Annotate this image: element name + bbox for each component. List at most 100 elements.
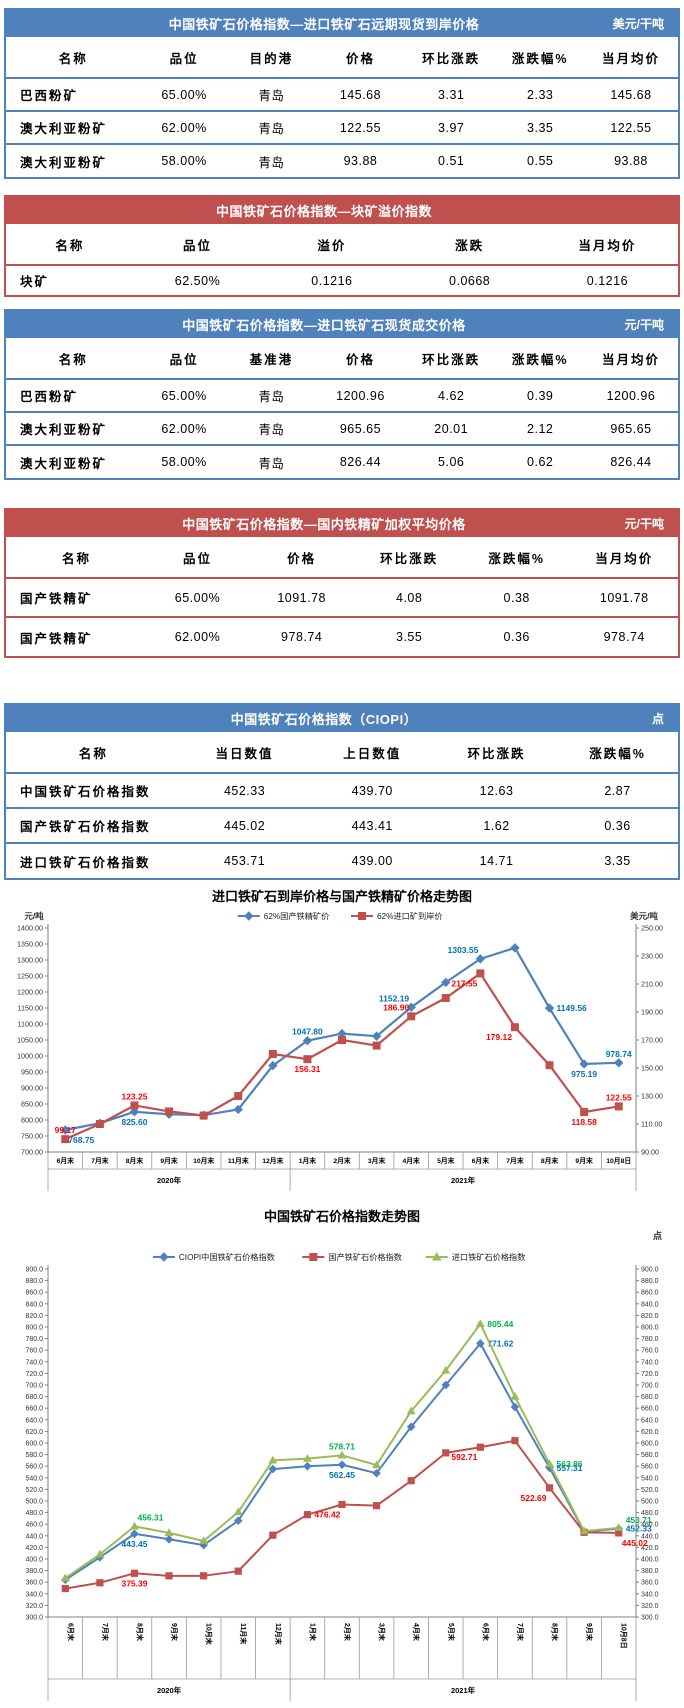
triangle-marker-icon: [406, 1406, 416, 1415]
diamond-marker-icon: [406, 1002, 416, 1013]
column-header: 价格: [247, 537, 356, 579]
left-axis-tick-label: 500.0: [25, 1499, 43, 1506]
square-marker-icon: [61, 1584, 69, 1593]
square-marker-icon: [510, 1023, 519, 1032]
left-axis-tick-label: 840.0: [25, 1301, 43, 1308]
square-marker-icon: [407, 1477, 415, 1485]
left-axis-tick-label: 950.00: [21, 1068, 43, 1077]
square-marker-icon: [358, 912, 366, 920]
left-axis-tick-label: 820.0: [25, 1313, 43, 1320]
right-axis-tick-label: 860.0: [641, 1290, 659, 1297]
table-cell: 62.00%: [140, 110, 228, 144]
left-axis-tick-label: 600.0: [25, 1441, 43, 1448]
chart-title: 进口铁矿石到岸价格与国产铁精矿价格走势图: [212, 889, 472, 904]
table-cell: 青岛: [258, 89, 285, 103]
table-unit-label: 点: [651, 712, 664, 726]
column-header: 当日数值: [180, 732, 309, 774]
square-marker-icon: [511, 1437, 519, 1445]
diamond-marker-icon: [579, 1059, 589, 1069]
table-cell: 978.74: [570, 616, 678, 656]
x-category-label: 10月8日: [620, 1623, 628, 1649]
table-title-bar: 中国铁矿石价格指数—进口铁矿石现货成交价格 元/干吨: [6, 311, 678, 338]
data-point-label: 476.42: [314, 1510, 340, 1520]
data-point-label: 592.71: [451, 1452, 477, 1462]
data-point-label: 375.39: [121, 1578, 147, 1588]
table-cell: 澳大利亚粉矿: [6, 143, 141, 177]
right-axis-tick-label: 600.0: [641, 1441, 659, 1448]
column-header: 名称: [6, 537, 148, 579]
right-axis-tick-label: 460.0: [641, 1522, 659, 1529]
table-row: 巴西粉矿 65.00% 青岛 1200.96 4.62 0.39 1200.96: [6, 379, 678, 412]
data-point-label: 805.44: [487, 1319, 513, 1329]
legend-label: 62%国产铁精矿价: [264, 911, 330, 921]
diamond-marker-icon: [303, 1461, 312, 1471]
table-cell: 0.51: [405, 143, 497, 177]
table-cell: 93.88: [315, 143, 406, 177]
left-axis-tick-label: 540.0: [25, 1475, 43, 1482]
right-axis-tick-label: 760.0: [641, 1348, 659, 1355]
x-category-label: 6月末: [66, 1623, 75, 1642]
left-axis-tick-label: 340.0: [25, 1591, 43, 1598]
table-cell: 439.70: [351, 783, 393, 798]
left-axis-tick-label: 850.00: [21, 1100, 43, 1109]
x-category-label: 8月末: [126, 1156, 144, 1165]
x-category-label: 3月末: [368, 1156, 386, 1165]
diamond-marker-icon: [159, 1252, 169, 1262]
left-axis-tick-label: 580.0: [25, 1452, 43, 1459]
table-cell: 145.68: [339, 87, 382, 102]
diamond-marker-icon: [129, 1107, 140, 1117]
left-axis-tick-label: 700.00: [21, 1148, 43, 1157]
square-marker-icon: [309, 1253, 318, 1261]
left-axis-tick-label: 560.0: [25, 1464, 43, 1471]
legend-label: CIOPI中国铁矿石价格指数: [179, 1252, 275, 1262]
triangle-marker-icon: [545, 1459, 554, 1468]
table-row: 中国铁矿石价格指数 452.33 439.70 12.63 2.87: [6, 773, 678, 808]
diamond-marker-icon: [337, 1460, 347, 1470]
table-cell: 826.44: [315, 444, 406, 478]
x-category-label: 9月末: [575, 1156, 593, 1165]
right-axis-tick-label: 110.00: [641, 1120, 662, 1129]
table-cell: 1200.96: [336, 388, 385, 403]
square-marker-icon: [372, 1502, 381, 1510]
left-axis-tick-label: 680.0: [25, 1394, 43, 1401]
x-category-label: 7月末: [516, 1623, 525, 1642]
right-axis-tick-label: 660.0: [641, 1406, 659, 1413]
table-row: 进口铁矿石价格指数 453.71 439.00 14.71 3.35: [6, 842, 678, 878]
x-category-label: 6月末: [481, 1623, 490, 1642]
data-table: 名称 品位 溢价 涨跌 当月均价 块矿 62.50% 0.1216 0.0668 0.1216: [6, 224, 678, 295]
data-point-label: 118.58: [571, 1117, 597, 1127]
right-axis-tick-label: 620.0: [641, 1429, 659, 1436]
table-title-bar: 中国铁矿石价格指数（CIOPI） 点: [6, 705, 678, 732]
triangle-marker-icon: [337, 1450, 347, 1459]
right-axis-tick-label: 90.00: [641, 1148, 659, 1157]
right-axis-tick-label: 480.0: [641, 1510, 659, 1517]
column-header: 品位: [133, 224, 262, 266]
square-marker-icon: [234, 1567, 242, 1575]
table-unit-label: 元/干吨: [624, 517, 664, 531]
triangle-marker-icon: [95, 1549, 105, 1558]
left-axis-tick-label: 1350.00: [17, 940, 43, 949]
table-row: 澳大利亚粉矿 62.00% 青岛 122.55 3.97 3.35 122.55: [6, 110, 678, 144]
column-header: 溢价: [261, 224, 403, 266]
table-domestic-concentrate-price: 中国铁矿石价格指数—国内铁精矿加权平均价格 元/干吨 名称 品位 价格 环比涨跌 涨跌幅% 当…: [4, 508, 680, 658]
diamond-marker-icon: [233, 1516, 243, 1526]
x-category-label: 11月末: [239, 1623, 248, 1645]
column-header: 涨跌幅%: [557, 732, 678, 774]
data-point-label: 453.71: [626, 1515, 652, 1525]
x-category-label: 11月末: [228, 1156, 249, 1165]
table-cell: 0.38: [503, 590, 530, 605]
left-axis-tick-label: 420.0: [25, 1545, 43, 1552]
square-marker-icon: [303, 1511, 312, 1519]
left-axis-tick-label: 1400.00: [17, 924, 43, 933]
right-axis-tick-label: 700.0: [641, 1383, 659, 1390]
left-axis-tick-label: 1250.00: [17, 972, 43, 981]
table-import-spot-price: 中国铁矿石价格指数—进口铁矿石现货成交价格 元/干吨 名称 品位 基准港 价格 环比涨跌 涨跌…: [4, 309, 680, 480]
triangle-marker-icon: [302, 1454, 312, 1462]
right-axis-tick-label: 360.0: [641, 1580, 659, 1587]
square-marker-icon: [441, 994, 450, 1002]
table-cell: 826.44: [583, 444, 678, 478]
column-header: 当月均价: [583, 338, 678, 380]
diamond-marker-icon: [130, 1529, 139, 1539]
left-axis-tick-label: 780.0: [25, 1336, 43, 1343]
square-marker-icon: [476, 969, 485, 978]
